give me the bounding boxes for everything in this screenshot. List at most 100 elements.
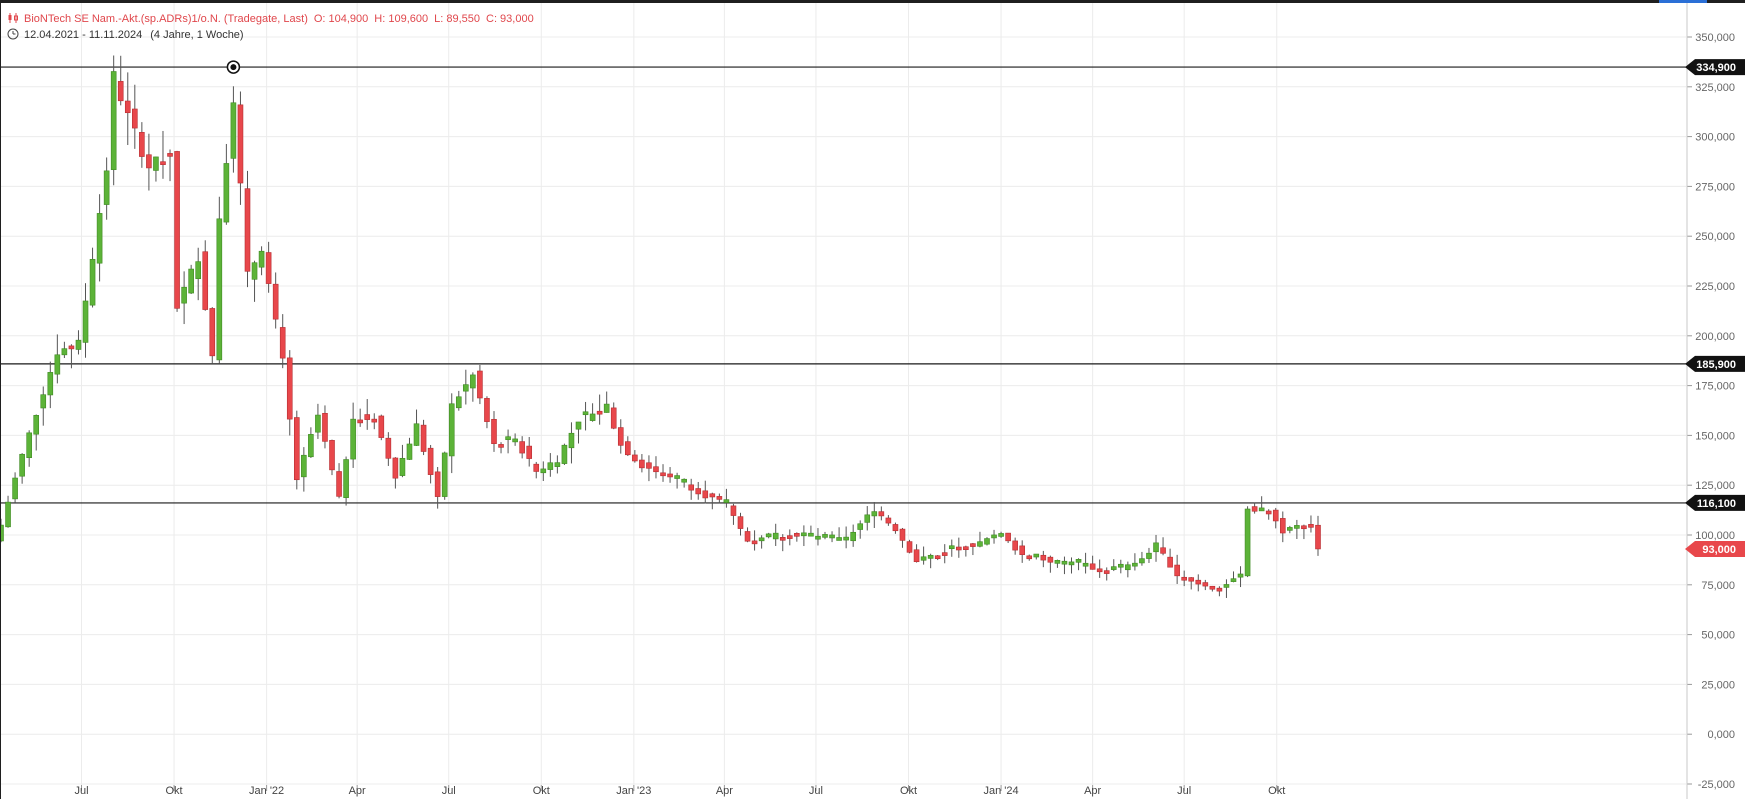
candle-down (786, 535, 793, 539)
candle-up (765, 533, 772, 538)
candle-up (1125, 564, 1131, 571)
candle-down (1089, 563, 1096, 570)
candle-up (1258, 507, 1265, 512)
candle-up (75, 339, 82, 350)
candle-up (1230, 578, 1237, 582)
candle-down (610, 407, 617, 429)
candle-down (716, 496, 723, 500)
candle-down (1301, 525, 1307, 530)
candle-down (1265, 510, 1272, 515)
candle-up (406, 443, 413, 460)
candle-up (1118, 563, 1124, 568)
candle-up (301, 454, 307, 478)
candle-up (850, 531, 856, 542)
candle-down (695, 488, 702, 495)
window-top-border (0, 0, 1745, 3)
candle-down (744, 531, 751, 542)
candle-down (1047, 556, 1054, 563)
candle-up (47, 372, 54, 396)
chart-area[interactable]: 350,000 325,000 300,000 275,000 250,000 225,0… (0, 3, 1745, 799)
candle-up (1082, 562, 1089, 567)
candle-down (970, 543, 976, 547)
x-tick-label: Jul (74, 785, 88, 797)
candle-down (667, 473, 673, 478)
x-tick-label: Jul (1177, 785, 1191, 797)
y-tick-label: 0,000 (1707, 729, 1735, 741)
y-tick-label: 325,000 (1695, 82, 1735, 94)
candle-up (857, 523, 864, 530)
candle-down (646, 462, 652, 469)
candle-down (174, 151, 180, 309)
candle-down (244, 188, 251, 272)
candle-up (977, 541, 983, 547)
price-tag-bg (1685, 59, 1745, 76)
candle-up (1, 524, 4, 542)
candle-down (1103, 570, 1110, 574)
candle-up (822, 534, 828, 538)
price-tag-label: 334,900 (1696, 62, 1736, 74)
candle-up (251, 262, 258, 280)
price-chart[interactable]: 350,000 325,000 300,000 275,000 250,000 225,0… (1, 3, 1745, 799)
candle-up (603, 403, 610, 413)
candle-down (484, 398, 490, 422)
candle-up (984, 538, 990, 545)
candle-down (934, 555, 941, 560)
x-tick-label: Jan '23 (616, 785, 651, 797)
candle-down (322, 412, 328, 442)
candle-up (801, 532, 807, 537)
candle-up (61, 348, 68, 356)
candle-down (117, 81, 124, 102)
candle-up (223, 163, 230, 223)
candle-up (343, 459, 349, 498)
candle-up (758, 537, 765, 542)
candle-down (293, 417, 300, 481)
candle-up (350, 418, 356, 460)
candle-up (568, 432, 575, 449)
candle-down (596, 410, 603, 415)
candle-down (1216, 587, 1223, 592)
x-tick-label: Apr (716, 785, 733, 797)
y-tick-label: 125,000 (1695, 480, 1735, 492)
candle-down (124, 100, 131, 114)
candle-down (1040, 554, 1047, 561)
ohlc-open: O: 104,900 (313, 13, 369, 25)
candle-down (427, 447, 434, 475)
candle-down (1279, 518, 1286, 534)
candle-down (730, 505, 737, 516)
x-tick-label: Okt (533, 785, 550, 797)
candle-down (1188, 577, 1195, 582)
price-tag-label: 116,100 (1697, 498, 1736, 510)
candle-down (279, 327, 286, 359)
line-anchor-dot (230, 64, 237, 71)
candle-up (815, 535, 821, 540)
candle-down (1160, 547, 1166, 554)
candle-up (948, 545, 955, 550)
candle-down (378, 415, 385, 438)
candle-down (688, 484, 694, 491)
candle-down (68, 345, 75, 350)
candle-down (498, 444, 504, 448)
x-tick-label: Jul (442, 785, 456, 797)
candle-up (674, 475, 680, 479)
candle-up (103, 170, 110, 205)
price-axis: 350,000 325,000 300,000 275,000 250,000 225,0… (1686, 3, 1735, 799)
instrument-header: BioNTech SE Nam.-Akt.(sp.ADRs)1/o.N. (Tr… (7, 12, 534, 25)
candle-down (737, 516, 744, 529)
clock-icon (7, 28, 19, 40)
candle-down (1202, 582, 1209, 587)
candle-down (906, 541, 913, 553)
candle-up (96, 213, 103, 264)
y-tick-label: 200,000 (1695, 331, 1735, 343)
horizontal-lines (1, 60, 1687, 504)
candle-up (547, 462, 554, 470)
x-tick-label: Jul (809, 785, 823, 797)
candle-down (265, 252, 272, 284)
candle-down (1174, 564, 1180, 577)
candle-down (1019, 545, 1026, 555)
candle-up (1054, 560, 1061, 564)
candle-series (1, 55, 1321, 598)
candle-up (927, 554, 934, 559)
candle-down (660, 472, 666, 477)
candle-down (272, 283, 279, 320)
candle-up (505, 436, 511, 440)
